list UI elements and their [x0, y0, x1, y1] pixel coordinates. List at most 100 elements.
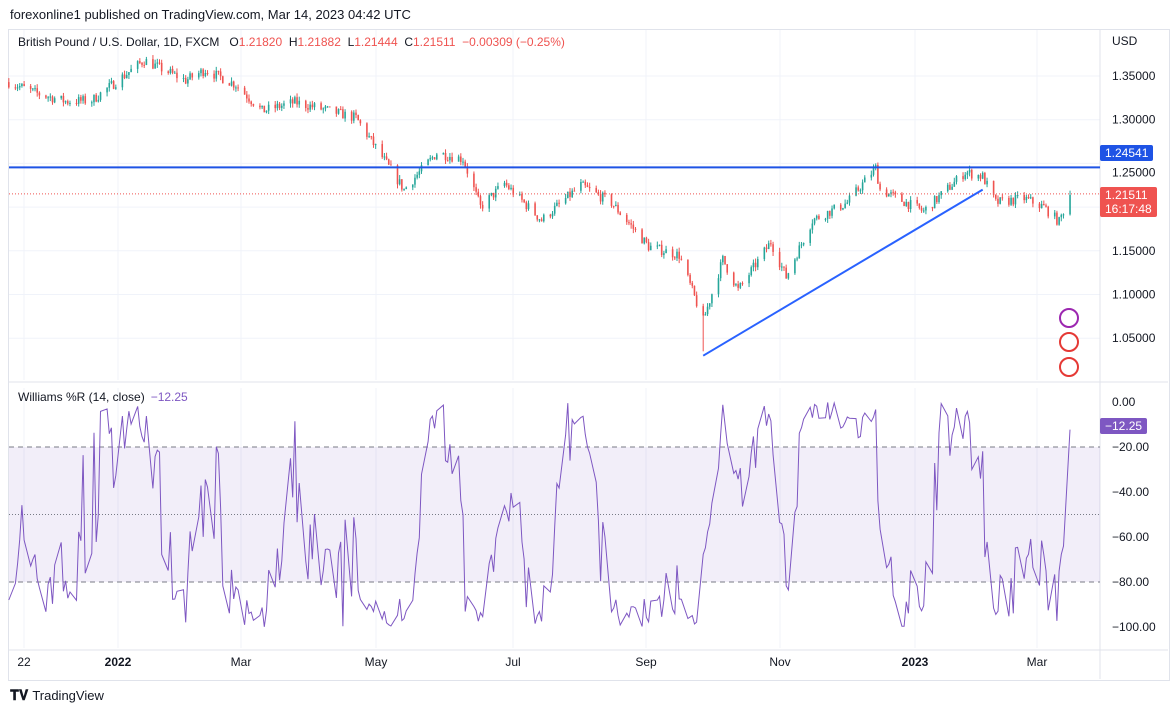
candle-body: [527, 203, 530, 210]
candle-body: [951, 186, 953, 190]
time-tick: May: [365, 655, 388, 669]
candle-body: [494, 188, 497, 198]
candle-body: [8, 82, 10, 88]
candle-body: [953, 181, 956, 187]
wpr-tick: −60.00: [1112, 530, 1149, 544]
candle-body: [859, 190, 862, 192]
candle-body: [66, 101, 69, 104]
candle-body: [359, 120, 362, 124]
candle-body: [573, 190, 576, 192]
candle-body: [115, 87, 117, 89]
candle-body: [615, 204, 617, 207]
candle-body: [283, 103, 285, 106]
candle-body: [99, 92, 102, 100]
candle-body: [1045, 205, 1047, 207]
wpr-tick: 0.00: [1112, 395, 1136, 409]
candle-body: [311, 104, 314, 108]
candle-body: [671, 249, 674, 258]
close-value: 1.21511: [412, 35, 456, 49]
candle-body: [809, 229, 811, 243]
candle-body: [355, 112, 357, 116]
candle-body: [160, 62, 163, 72]
candle-body: [136, 61, 139, 69]
candle-body: [778, 251, 781, 268]
candle-body: [595, 188, 597, 193]
candle-body: [329, 106, 331, 108]
candle-body: [946, 184, 949, 192]
candle-body: [294, 97, 296, 104]
candle-body: [826, 210, 829, 219]
candle-body: [1040, 204, 1043, 209]
candle-body: [706, 306, 709, 315]
candle-body: [206, 72, 209, 74]
candle-body: [833, 204, 836, 209]
close-label: C: [404, 35, 413, 49]
candle-body: [464, 161, 466, 167]
candle-body: [1027, 196, 1030, 199]
candle-body: [890, 192, 892, 194]
candle-body: [737, 284, 739, 288]
candle-body: [567, 191, 569, 199]
candle-body: [665, 249, 667, 254]
indicator-value-tag: −12.25: [1100, 418, 1148, 434]
candle-body: [235, 87, 237, 89]
candle-body: [831, 208, 833, 216]
candle-body: [628, 222, 630, 224]
high-label: H: [288, 35, 298, 49]
candle-body: [977, 175, 980, 179]
candle-body: [156, 62, 159, 64]
candle-body: [368, 136, 370, 138]
candle-body: [189, 73, 191, 80]
candle-body: [304, 100, 307, 109]
candle-body: [798, 245, 801, 259]
candle-body: [350, 111, 353, 121]
candle-body: [630, 223, 632, 225]
candle-body: [492, 192, 495, 198]
candle-body: [173, 72, 176, 74]
candle-body: [1069, 194, 1071, 215]
candle-body: [510, 187, 512, 190]
candle-body: [604, 192, 606, 195]
tradingview-logo[interactable]: 𝐓𝐕 TradingView: [10, 687, 104, 704]
candle-body: [580, 181, 582, 191]
chart-frame: [8, 29, 1170, 681]
candle-body: [968, 169, 971, 173]
change-value: −0.00309 (−0.25%): [462, 35, 565, 49]
candle-body: [754, 262, 757, 268]
candle-body: [811, 223, 814, 230]
candle-body: [62, 95, 65, 103]
candle-body: [36, 88, 39, 93]
candle-body: [905, 201, 908, 207]
candle-body: [21, 84, 23, 87]
candle-body: [829, 210, 831, 216]
candle-body: [1025, 196, 1028, 201]
candle-body: [1038, 203, 1041, 209]
candle-body: [857, 187, 860, 191]
candle-body: [385, 156, 388, 160]
candle-body: [353, 112, 355, 121]
indicator-name: Williams %R (14, close): [18, 390, 145, 404]
candle-body: [584, 181, 587, 186]
candle-body: [204, 72, 207, 77]
candle-body: [848, 195, 851, 203]
candle-body: [370, 136, 373, 138]
candle-body: [121, 74, 124, 88]
candle-body: [922, 210, 925, 212]
candle-body: [949, 184, 951, 190]
trend-line: [702, 188, 984, 357]
wpr-line: [8, 401, 1071, 627]
candle-body: [167, 71, 170, 73]
candle-body: [892, 192, 894, 194]
candle-body: [250, 101, 252, 104]
time-tick: Sep: [635, 655, 657, 669]
last-price: 1.21511: [1105, 188, 1148, 202]
candle-body: [296, 97, 298, 105]
candle-body: [34, 88, 36, 90]
candle-body: [752, 262, 755, 268]
indicator-value: −12.25: [150, 390, 188, 404]
candle-body: [903, 201, 905, 207]
candle-body: [678, 251, 680, 259]
candle-body: [246, 94, 248, 99]
candle-body: [32, 88, 34, 90]
